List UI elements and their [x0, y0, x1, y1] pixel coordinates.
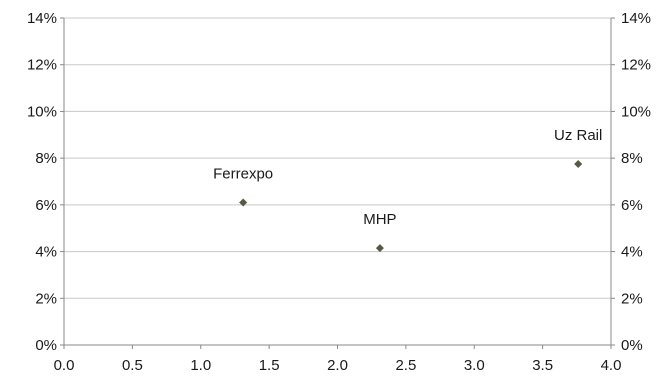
y2-tick-label: 0%	[621, 337, 643, 354]
x-tick-label: 0.0	[54, 357, 75, 374]
x-tick-label: 3.0	[464, 357, 485, 374]
gridlines	[64, 17, 611, 299]
y-axis-right-ticks: 0% 2% 4% 6% 8% 10% 12% 14%	[611, 10, 651, 354]
x-tick-label: 0.5	[122, 357, 143, 374]
data-point	[574, 159, 583, 168]
y-tick-label: 10%	[27, 103, 57, 120]
y-tick-label: 4%	[35, 244, 57, 261]
data-point-label: Uz Rail	[554, 127, 602, 144]
data-points: Ferrexpo MHP Uz Rail	[213, 127, 602, 253]
x-tick-label: 3.5	[532, 357, 553, 374]
x-tick-label: 4.0	[601, 357, 622, 374]
y2-tick-label: 2%	[621, 290, 643, 307]
y-tick-label: 14%	[27, 10, 57, 27]
data-point-label: Ferrexpo	[213, 166, 273, 183]
y2-tick-label: 12%	[621, 57, 651, 74]
y-tick-label: 0%	[35, 337, 57, 354]
y2-tick-label: 8%	[621, 150, 643, 167]
y2-tick-label: 4%	[621, 244, 643, 261]
y2-tick-label: 6%	[621, 197, 643, 214]
y-tick-label: 12%	[27, 57, 57, 74]
data-point-label: MHP	[363, 211, 396, 228]
y-tick-label: 8%	[35, 150, 57, 167]
y-tick-label: 6%	[35, 197, 57, 214]
y2-tick-label: 14%	[621, 10, 651, 27]
data-point	[375, 244, 384, 253]
data-point	[239, 198, 248, 207]
x-axis-ticks: 0.0 0.5 1.0 1.5 2.0 2.5 3.0 3.5 4.0	[54, 345, 622, 374]
x-tick-label: 1.5	[259, 357, 280, 374]
x-tick-label: 2.5	[395, 357, 416, 374]
y-axis-left-ticks: 0% 2% 4% 6% 8% 10% 12% 14%	[27, 10, 64, 354]
x-tick-label: 1.0	[190, 357, 211, 374]
y-tick-label: 2%	[35, 290, 57, 307]
x-tick-label: 2.0	[327, 357, 348, 374]
axes	[63, 18, 612, 346]
y2-tick-label: 10%	[621, 103, 651, 120]
